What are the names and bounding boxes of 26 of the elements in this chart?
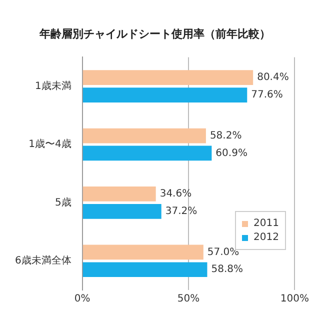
y-tick-label: 5歳: [54, 196, 72, 208]
x-tick-label: 100%: [280, 294, 309, 305]
bar: [82, 146, 212, 161]
y-tick-label: 6歳未満全体: [14, 254, 72, 266]
y-tick-label: 1歳未満: [34, 80, 72, 92]
legend-label: 2012: [254, 232, 279, 243]
bar: [82, 186, 156, 202]
bar: [82, 204, 162, 219]
data-label: 80.4%: [257, 72, 289, 84]
bar: [82, 244, 204, 260]
data-label: 60.9%: [216, 148, 248, 159]
data-label: 34.6%: [160, 188, 192, 200]
chart-title: 年齢層別チャイルドシート使用率（前年比較）: [38, 27, 270, 40]
data-label: 58.2%: [210, 130, 242, 142]
bar: [82, 70, 254, 85]
data-label: 58.8%: [211, 264, 243, 276]
legend-label: 2011: [254, 218, 279, 229]
bar: [82, 128, 206, 144]
x-tick-label: 0%: [74, 294, 90, 305]
y-tick-label: 1歳〜4歳: [28, 138, 72, 150]
data-label: 77.6%: [251, 90, 283, 101]
bar: [82, 262, 208, 278]
bar: [82, 88, 248, 102]
x-tick-label: 50%: [177, 294, 200, 305]
data-label: 37.2%: [165, 206, 198, 218]
data-label: 57.0%: [207, 246, 240, 258]
